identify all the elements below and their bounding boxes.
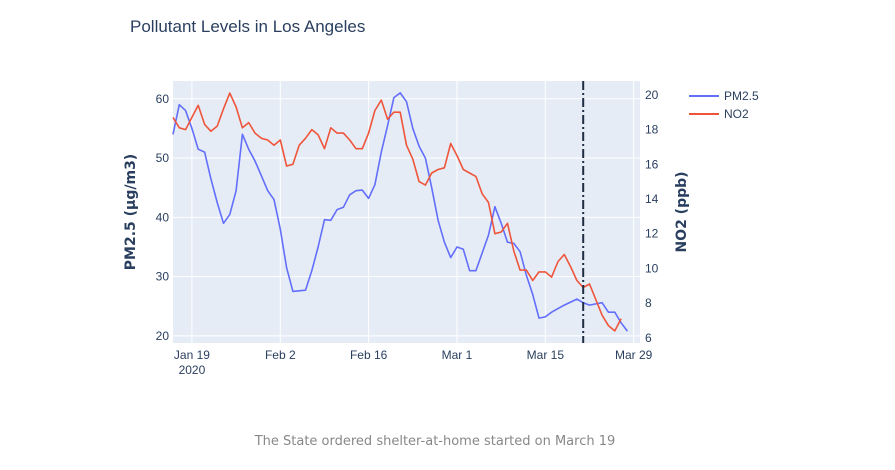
x-tick-73: Mar 29 bbox=[615, 348, 653, 362]
y-right-tick-14: 14 bbox=[645, 192, 659, 206]
y-left-tick-30: 30 bbox=[156, 270, 170, 284]
series-lines bbox=[172, 92, 629, 332]
series-line-pm25 bbox=[172, 92, 629, 332]
y-right-tick-16: 16 bbox=[645, 157, 659, 171]
x-tick-17: Feb 2 bbox=[265, 348, 296, 362]
x-tick-3: Jan 19 bbox=[174, 348, 210, 362]
x-tick-59: Mar 15 bbox=[527, 348, 565, 362]
y-axis-left-title: PM2.5 (μg/m3) bbox=[123, 154, 139, 270]
gridlines bbox=[173, 81, 640, 343]
legend-item-pm25[interactable]: PM2.5 bbox=[689, 89, 759, 103]
y-axis-left-ticks: 20 30 40 50 60 bbox=[156, 92, 170, 343]
legend[interactable]: PM2.5 NO2 bbox=[689, 89, 759, 121]
x-tick-45: Mar 1 bbox=[442, 348, 473, 362]
x-tick-year: 2020 bbox=[179, 363, 206, 377]
y-left-tick-50: 50 bbox=[156, 151, 170, 165]
series-line-no2 bbox=[172, 92, 622, 332]
chart-title: Pollutant Levels in Los Angeles bbox=[130, 17, 365, 36]
y-axis-right-ticks: 6 8 10 12 14 16 18 20 bbox=[645, 88, 659, 345]
y-axis-right-title: NO2 (ppb) bbox=[674, 171, 690, 252]
y-right-tick-12: 12 bbox=[645, 227, 659, 241]
plot-area bbox=[173, 81, 640, 343]
y-left-tick-60: 60 bbox=[156, 92, 170, 106]
x-tick-31: Feb 16 bbox=[350, 348, 388, 362]
chart-caption: The State ordered shelter-at-home starte… bbox=[254, 434, 616, 449]
y-left-tick-20: 20 bbox=[156, 329, 170, 343]
legend-label-no2: NO2 bbox=[724, 107, 749, 121]
y-right-tick-6: 6 bbox=[645, 331, 652, 345]
legend-item-no2[interactable]: NO2 bbox=[689, 107, 749, 121]
y-left-tick-40: 40 bbox=[156, 210, 170, 224]
y-right-tick-20: 20 bbox=[645, 88, 659, 102]
y-right-tick-10: 10 bbox=[645, 261, 659, 275]
y-right-tick-18: 18 bbox=[645, 123, 659, 137]
legend-label-pm25: PM2.5 bbox=[724, 89, 759, 103]
y-right-tick-8: 8 bbox=[645, 296, 652, 310]
